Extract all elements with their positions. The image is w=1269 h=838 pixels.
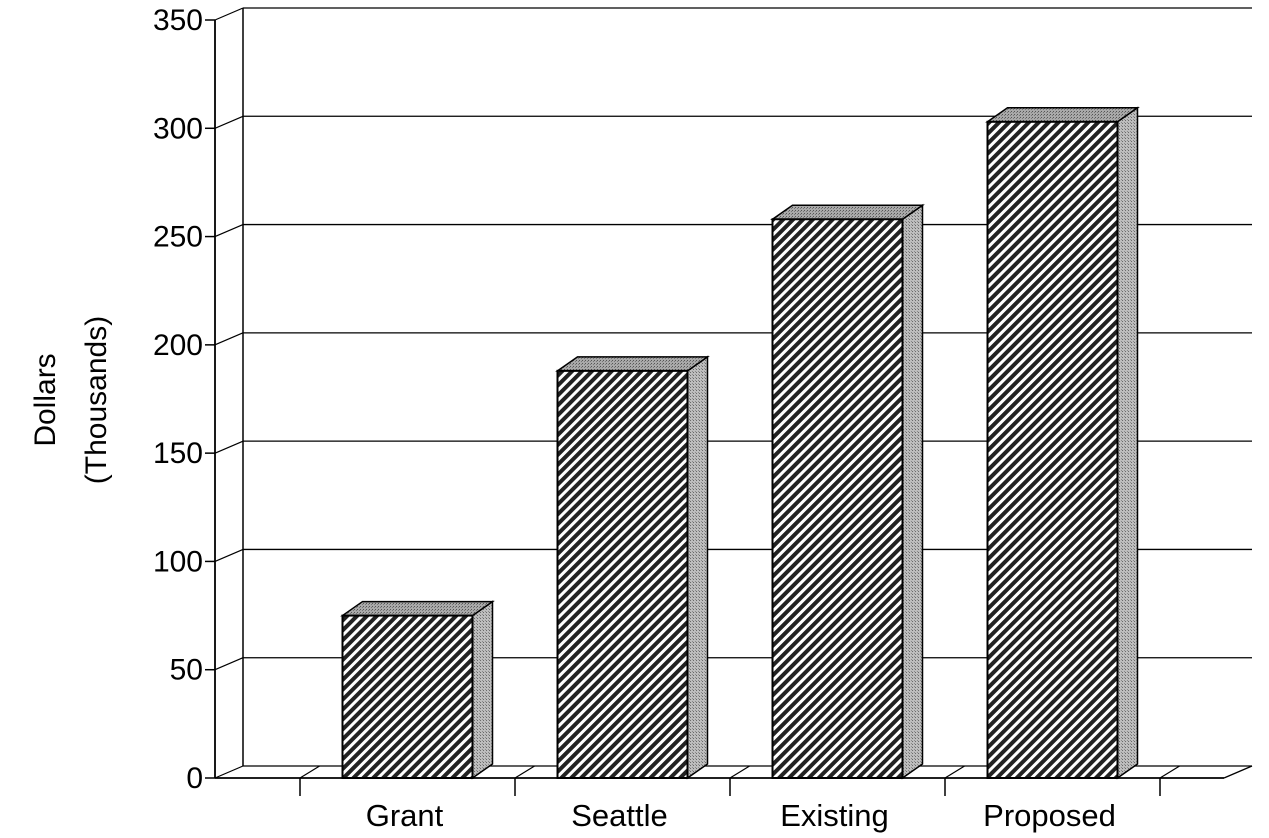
bar-top-face [985,107,1140,123]
x-category-label: Proposed [983,798,1116,833]
bar-top-face [555,356,710,372]
y-tick-depth [214,765,244,779]
y-tick-label: 200 [153,329,203,362]
y-axis-title-line-1: Dollars [29,353,62,446]
y-tick-depth [214,332,244,346]
y-axis-title-line-2: (Thousands) [80,316,113,484]
y-tick-depth [214,115,244,129]
bar-proposed [985,106,1140,780]
bar-front-face [341,614,474,779]
bar-front-face [986,120,1119,779]
y-tick-label: 250 [153,221,203,254]
labels: 0 50 100 150 200 250 300 350 Grant Seattle Existin… [153,4,1116,833]
y-tick-depth [214,548,244,562]
y-axis-title: Dollars (Thousands) [29,316,113,484]
x-tick-depth [729,765,750,779]
floor-right-edge [1223,765,1253,779]
bar-existing [770,203,925,780]
bar-side-face [901,203,924,780]
y-tick-label: 100 [153,545,203,578]
y-tick-depth [214,7,244,21]
bar-top-face [340,600,495,617]
bar-grant [340,600,495,780]
y-tick-label: 150 [153,437,203,470]
bars [340,106,1140,780]
bar-top-face [770,204,925,220]
bar-seattle [555,355,710,780]
x-category-label: Seattle [571,798,668,833]
bar-side-face [686,355,709,780]
x-tick-depth [514,765,535,779]
x-tick-depth [1159,765,1180,779]
bar-front-face [771,218,904,779]
bar-side-face [1116,106,1139,780]
x-tick-depth [944,765,965,779]
bar-side-face [471,600,494,780]
y-tick-label: 300 [153,112,203,145]
y-tick-depth [214,657,244,671]
x-tick-depth [299,765,320,779]
bar-front-face [556,369,689,779]
y-tick-label: 50 [170,654,203,687]
y-tick-depth [214,440,244,454]
x-category-label: Existing [780,798,889,833]
y-tick-label: 350 [153,4,203,37]
x-category-label: Grant [366,798,444,833]
y-tick-depth [214,224,244,238]
y-tick-label: 0 [186,762,203,795]
gridlines [243,7,1252,659]
